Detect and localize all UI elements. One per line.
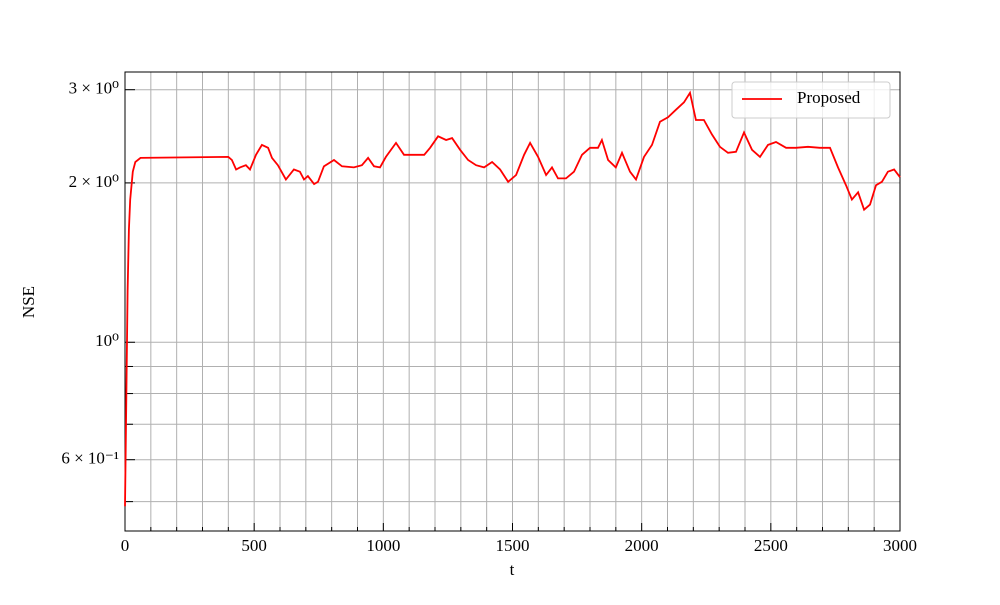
legend-label: Proposed <box>797 88 861 107</box>
legend-box <box>731 81 891 119</box>
y-axis-label: NSE <box>19 286 38 318</box>
x-tick-label: 1500 <box>496 536 530 555</box>
y-tick-label: 6 × 10⁻¹ <box>61 449 119 468</box>
x-tick-label: 2500 <box>754 536 788 555</box>
plot-frame <box>124 71 901 532</box>
x-tick-label: 3000 <box>883 536 917 555</box>
y-tick-label: 10⁰ <box>95 331 119 350</box>
x-axis-label: t <box>510 560 515 579</box>
y-tick-label: 2 × 10⁰ <box>69 172 120 191</box>
x-tick-label: 0 <box>121 536 130 555</box>
x-tick-label: 2000 <box>625 536 659 555</box>
x-tick-label: 1000 <box>366 536 400 555</box>
y-tick-label: 3 × 10⁰ <box>69 79 120 98</box>
line <box>124 90 901 507</box>
x-tick-label: 500 <box>241 536 267 555</box>
